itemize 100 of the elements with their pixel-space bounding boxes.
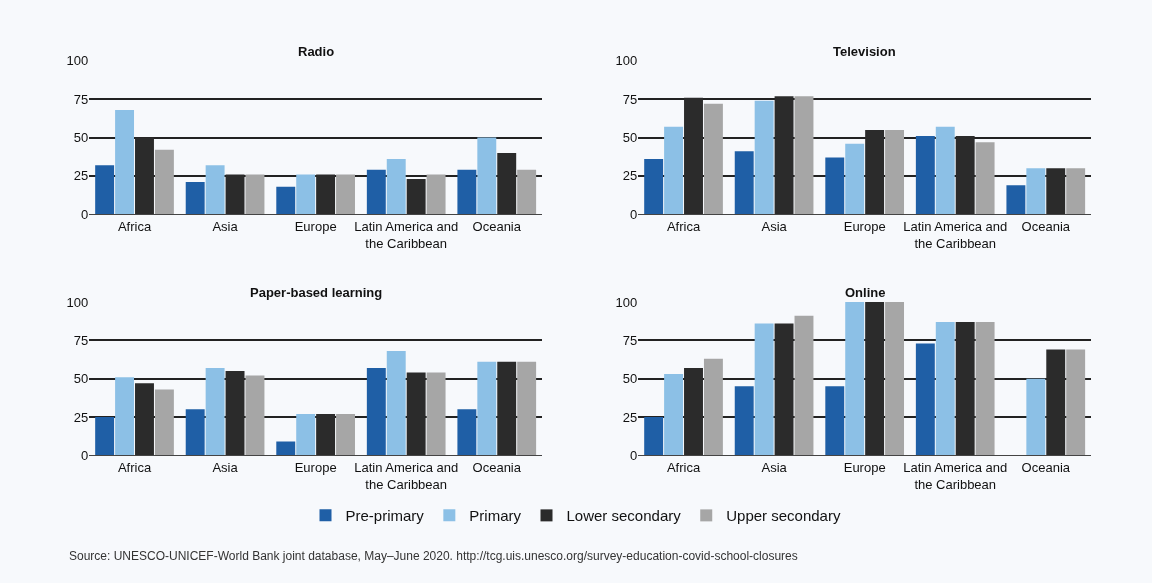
bar xyxy=(1026,168,1046,215)
x-tick-label: Oceania xyxy=(472,218,522,234)
x-tick-label: Africa xyxy=(117,218,152,234)
bar xyxy=(734,386,754,456)
y-tick-label: 25 xyxy=(622,409,638,425)
bar xyxy=(336,413,355,456)
legend-label: Upper secondary xyxy=(726,507,841,525)
chart-title: Radio xyxy=(298,44,335,59)
bar xyxy=(95,165,115,215)
bar xyxy=(1066,349,1086,456)
bar xyxy=(915,343,935,456)
bar xyxy=(845,143,865,215)
x-tick-label: Latin America and the Caribbean xyxy=(354,460,459,492)
y-tick-label: 75 xyxy=(73,332,89,348)
bar xyxy=(406,178,426,215)
x-tick-label: Europe xyxy=(843,218,886,234)
bar xyxy=(825,157,845,215)
bar xyxy=(245,174,265,215)
y-tick-label: 75 xyxy=(73,91,89,107)
bar xyxy=(644,159,664,215)
bar xyxy=(386,351,406,456)
bar xyxy=(517,169,537,215)
bar xyxy=(276,441,296,456)
bar xyxy=(245,375,265,456)
bar xyxy=(644,417,664,456)
bar xyxy=(457,409,477,456)
bar xyxy=(154,389,174,456)
bar xyxy=(426,372,446,456)
y-tick-label: 0 xyxy=(81,447,89,463)
bar xyxy=(703,358,723,456)
chart-title: Television xyxy=(833,44,896,59)
y-tick-label: 50 xyxy=(73,371,89,387)
x-tick-label: Oceania xyxy=(1021,460,1071,475)
bar xyxy=(935,321,955,456)
x-tick-label: Europe xyxy=(294,218,337,234)
chart-title: Online xyxy=(845,285,886,300)
x-tick-label: Asia xyxy=(761,460,788,475)
bar xyxy=(845,301,865,456)
bar xyxy=(1006,185,1026,215)
bar xyxy=(115,109,135,215)
bar xyxy=(915,136,935,215)
y-tick-label: 0 xyxy=(630,447,638,463)
bar xyxy=(935,126,955,215)
y-tick-label: 75 xyxy=(622,332,638,348)
y-tick-label: 0 xyxy=(630,206,638,222)
x-tick-label: Latin America and the Caribbean xyxy=(354,218,459,251)
legend-label: Lower secondary xyxy=(566,507,682,525)
y-tick-label: 25 xyxy=(73,168,89,184)
bar xyxy=(517,361,537,456)
bar xyxy=(185,182,205,215)
bar xyxy=(794,96,814,215)
x-tick-label: Europe xyxy=(843,460,886,475)
x-tick-label: Africa xyxy=(666,460,701,475)
x-tick-label: Oceania xyxy=(472,460,522,475)
bar xyxy=(477,361,497,456)
bar xyxy=(457,169,477,215)
bar xyxy=(426,174,446,215)
bar xyxy=(154,149,174,215)
y-tick-label: 75 xyxy=(622,91,638,107)
bar xyxy=(477,137,497,215)
bar xyxy=(664,374,684,456)
x-tick-label: Asia xyxy=(761,218,788,234)
bar xyxy=(276,186,296,215)
y-tick-label: 100 xyxy=(615,53,638,69)
bar xyxy=(185,409,205,456)
bar xyxy=(95,417,115,456)
bar xyxy=(386,159,406,215)
x-tick-label: Africa xyxy=(666,218,701,234)
bar xyxy=(664,126,684,215)
chart-title: Paper-based learning xyxy=(250,285,383,300)
bar xyxy=(794,315,814,456)
bar xyxy=(115,377,135,456)
bar xyxy=(296,174,316,215)
y-tick-label: 50 xyxy=(622,130,638,146)
bar xyxy=(1026,378,1046,456)
bar xyxy=(885,301,905,456)
legend-label: Primary xyxy=(469,507,522,525)
bar xyxy=(366,169,386,215)
x-tick-label: Europe xyxy=(294,460,337,475)
x-tick-label: Latin America and the Caribbean xyxy=(903,218,1008,251)
x-tick-label: Oceania xyxy=(1021,218,1071,234)
bar xyxy=(205,367,225,456)
y-tick-label: 100 xyxy=(615,294,638,310)
bar xyxy=(366,367,386,456)
y-tick-label: 25 xyxy=(73,409,89,425)
bar xyxy=(336,174,355,215)
bar xyxy=(975,142,995,215)
y-tick-label: 100 xyxy=(66,53,89,69)
bar xyxy=(885,129,905,215)
x-tick-label: Africa xyxy=(117,460,152,475)
y-tick-label: 0 xyxy=(81,206,89,222)
y-tick-label: 50 xyxy=(73,130,89,146)
legend-label: Pre-primary xyxy=(345,507,425,525)
bar xyxy=(754,323,774,456)
x-tick-label: Asia xyxy=(212,218,239,234)
y-tick-label: 50 xyxy=(622,371,638,387)
bar xyxy=(825,386,845,456)
x-tick-label: Latin America and the Caribbean xyxy=(903,460,1008,492)
bar xyxy=(1066,168,1086,215)
bar xyxy=(703,103,723,215)
